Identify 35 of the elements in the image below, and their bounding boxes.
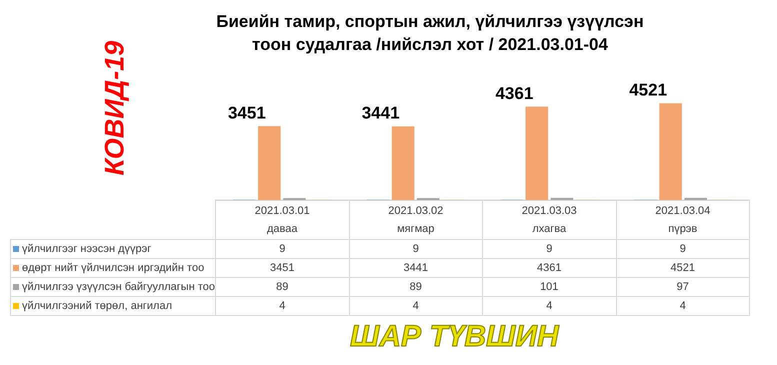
x-tick-label: 2021.03.02 мягмар [349, 200, 482, 240]
data-label: 89 [349, 278, 482, 296]
x-tick-label: 2021.03.01 даваа [216, 200, 349, 240]
bar [392, 126, 414, 200]
bar [258, 126, 281, 200]
bar [659, 103, 682, 200]
data-label: 4521 [616, 258, 750, 278]
data-label: 4 [616, 296, 750, 316]
x-tick-label: 2021.03.03 лхагва [482, 200, 616, 240]
data-label: 101 [482, 278, 616, 296]
data-label: 97 [616, 278, 750, 296]
x-tick-label: 2021.03.04 пүрэв [616, 200, 750, 240]
data-label: 9 [216, 240, 349, 258]
legend-label: үйлчилгээг нээсэн дүүрэг [10, 240, 216, 258]
annotation: 4361 [495, 84, 534, 103]
data-label: 4 [349, 296, 482, 316]
text: ШАР ТҮВШИН [350, 320, 559, 354]
text: КОВИД-19 [100, 40, 130, 176]
data-label: 9 [349, 240, 482, 258]
bar [526, 106, 548, 200]
data-label: 9 [482, 240, 616, 258]
data-label: 89 [216, 278, 349, 296]
annotation: 3441 [362, 104, 400, 123]
legend-label: өдөрт нийт үйлчилсэн иргэдийн тоо [10, 258, 216, 278]
legend-label: үйлчилгээ үзүүлсэн байгууллагын тоо [10, 278, 216, 296]
annotation: 3451 [228, 103, 266, 122]
legend-label: үйлчилгээний төрөл, ангилал [10, 296, 216, 316]
data-label: 4 [482, 296, 616, 316]
data-label: 9 [616, 240, 750, 258]
data-label: 4361 [482, 258, 616, 278]
annotation: 4521 [629, 80, 668, 100]
data-label: 4 [216, 296, 349, 316]
chart-title: Биеийн тамир, спортын ажил, үйлчилгээ үзүүлсэн тоон судалгаа /нийслэл хот / 2021.03.01-04 [215, 11, 645, 56]
data-label: 3451 [216, 258, 349, 278]
data-label: 3441 [349, 258, 482, 278]
